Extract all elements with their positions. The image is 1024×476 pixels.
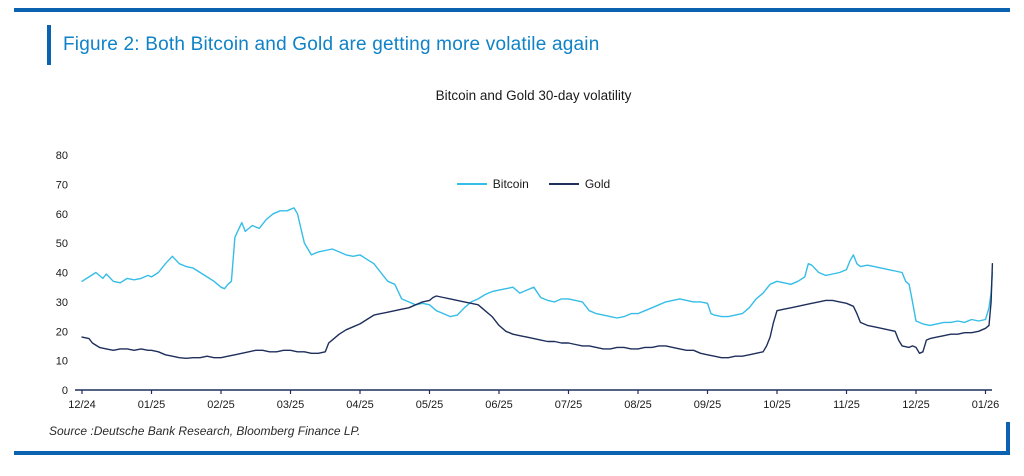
x-tick-label: 07/25 [555, 399, 583, 411]
bottom-right-accent-bar [1006, 422, 1010, 452]
x-tick-label: 01/26 [972, 399, 1000, 411]
x-tick-label: 10/25 [763, 399, 791, 411]
figure-title: Figure 2: Both Bitcoin and Gold are gett… [63, 34, 600, 55]
x-tick-label: 02/25 [207, 399, 235, 411]
y-tick-label: 50 [56, 238, 68, 250]
x-tick-label: 12/24 [68, 399, 96, 411]
x-tick-label: 03/25 [277, 399, 305, 411]
x-tick-label: 08/25 [624, 399, 652, 411]
y-tick-label: 70 [56, 179, 68, 191]
top-rule [14, 8, 1010, 12]
y-tick-label: 20 [56, 326, 68, 338]
y-tick-label: 40 [56, 268, 68, 280]
y-tick-label: 80 [56, 150, 68, 162]
x-tick-label: 12/25 [902, 399, 930, 411]
legend-label-bitcoin: Bitcoin [492, 177, 529, 191]
x-tick-label: 05/25 [416, 399, 444, 411]
y-tick-label: 0 [62, 385, 68, 397]
gold-line [81, 263, 994, 359]
gold-line-swatch [548, 183, 579, 185]
y-tick-label: 10 [56, 356, 68, 368]
x-tick-label: 06/25 [485, 399, 513, 411]
figure-header: Figure 2: Both Bitcoin and Gold are gett… [47, 25, 599, 65]
y-tick-label: 60 [56, 209, 68, 221]
legend-item-gold: Gold [548, 177, 611, 191]
x-tick-label: 01/25 [138, 399, 166, 411]
legend-label-gold: Gold [584, 177, 611, 191]
y-tick-label: 30 [56, 297, 68, 309]
bottom-rule [14, 451, 1010, 455]
title-accent-bar [47, 25, 51, 65]
chart-legend: Bitcoin Gold [75, 177, 992, 191]
x-tick-label: 11/25 [833, 399, 860, 411]
x-tick-label: 04/25 [346, 399, 374, 411]
bitcoin-line-swatch [456, 183, 487, 185]
source-note: Source :Deutsche Bank Research, Bloomber… [49, 424, 361, 438]
x-tick-label: 09/25 [694, 399, 722, 411]
bitcoin-line [81, 207, 994, 327]
legend-item-bitcoin: Bitcoin [456, 177, 529, 191]
chart-title: Bitcoin and Gold 30-day volatility [435, 88, 632, 103]
